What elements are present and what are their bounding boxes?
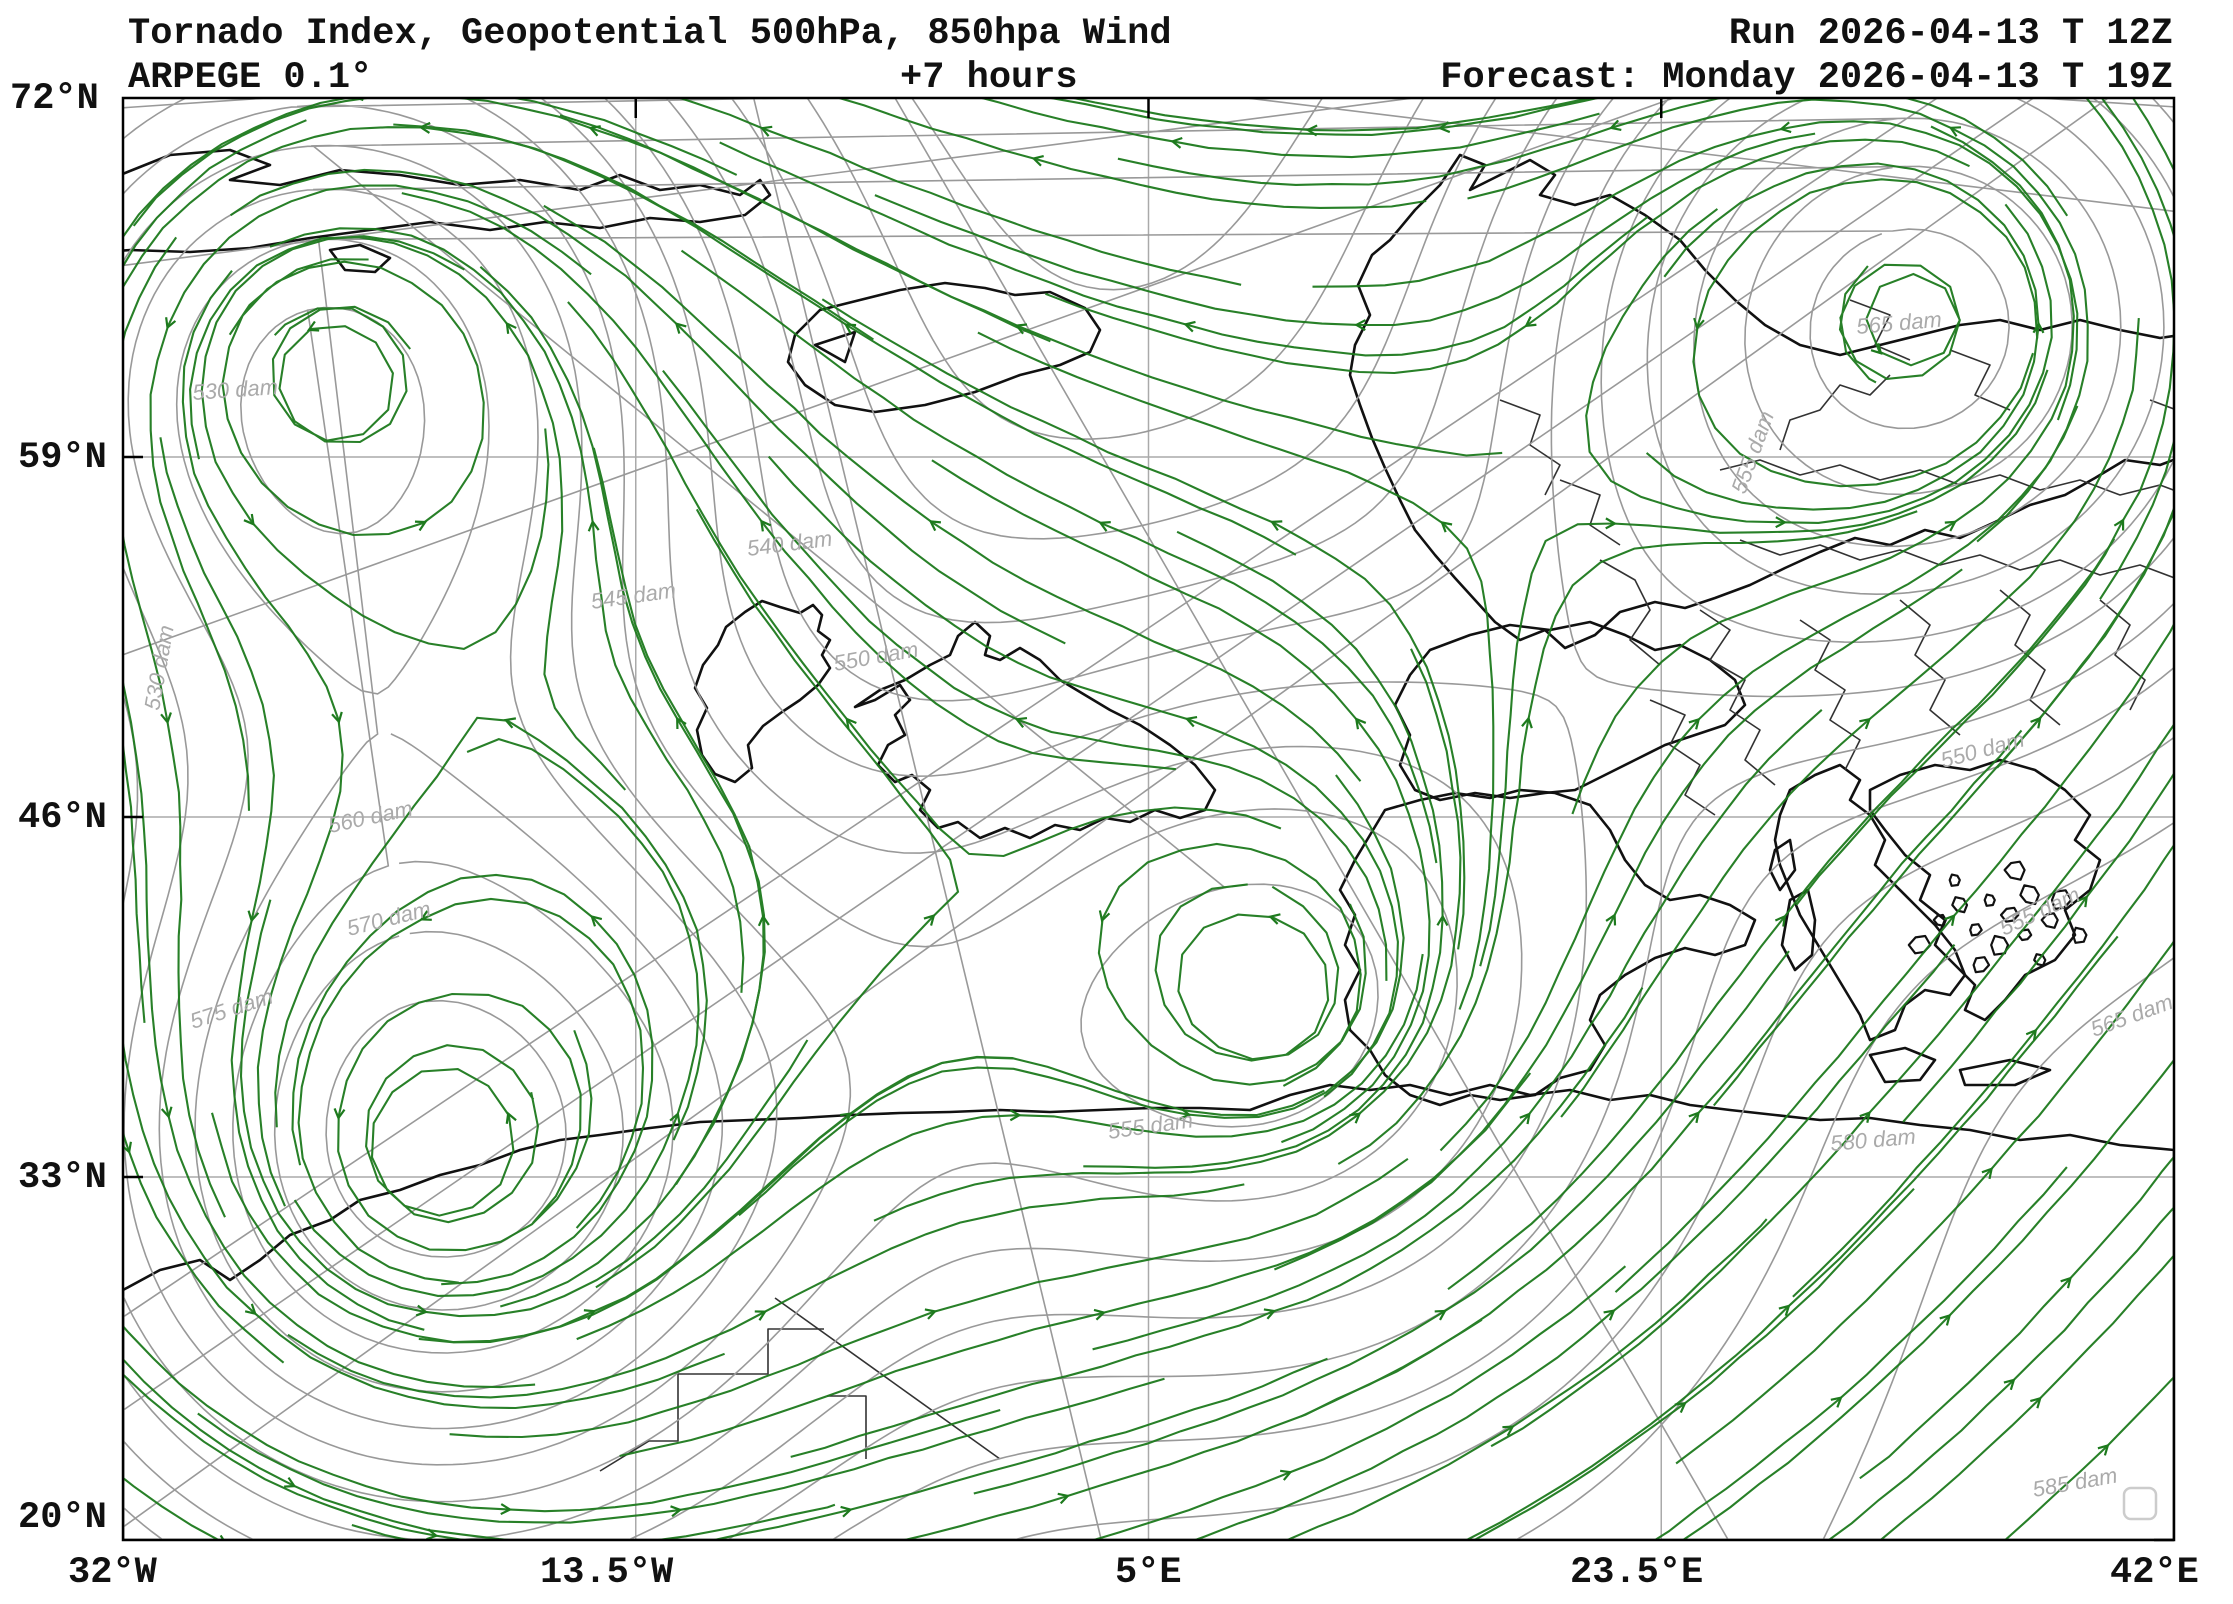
svg-text:545 dam: 545 dam: [589, 577, 677, 614]
svg-text:555 dam: 555 dam: [1726, 408, 1779, 497]
svg-text:585 dam: 585 dam: [2031, 1462, 2120, 1501]
svg-text:570 dam: 570 dam: [344, 896, 433, 941]
svg-text:530 dam: 530 dam: [139, 623, 178, 712]
svg-text:530 dam: 530 dam: [192, 374, 279, 405]
svg-text:550 dam: 550 dam: [832, 636, 921, 675]
svg-text:580 dam: 580 dam: [1829, 1124, 1916, 1156]
svg-text:540 dam: 540 dam: [746, 526, 834, 561]
svg-text:560 dam: 560 dam: [326, 796, 415, 838]
svg-text:575 dam: 575 dam: [187, 984, 276, 1034]
svg-text:555 dam: 555 dam: [1106, 1107, 1194, 1144]
svg-text:555 dam: 555 dam: [1996, 882, 2084, 941]
